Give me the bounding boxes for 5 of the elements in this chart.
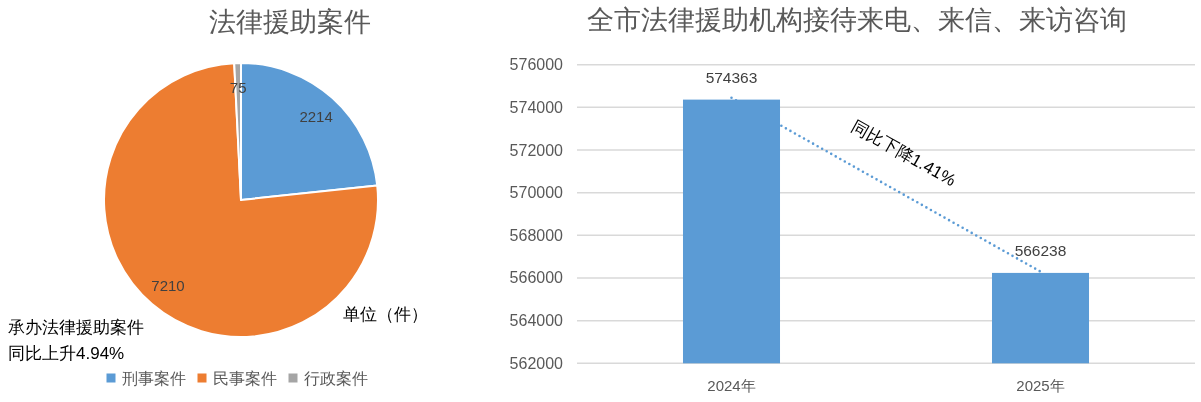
annotation: 承办法律援助案件 [8,317,144,337]
annotation: 单位（件） [343,304,428,324]
title: 全市法律援助机构接待来电、来信、来访咨询 [587,5,1127,35]
annotation: 同比上升4.94% [8,343,125,363]
title: 法律援助案件 [209,7,371,37]
